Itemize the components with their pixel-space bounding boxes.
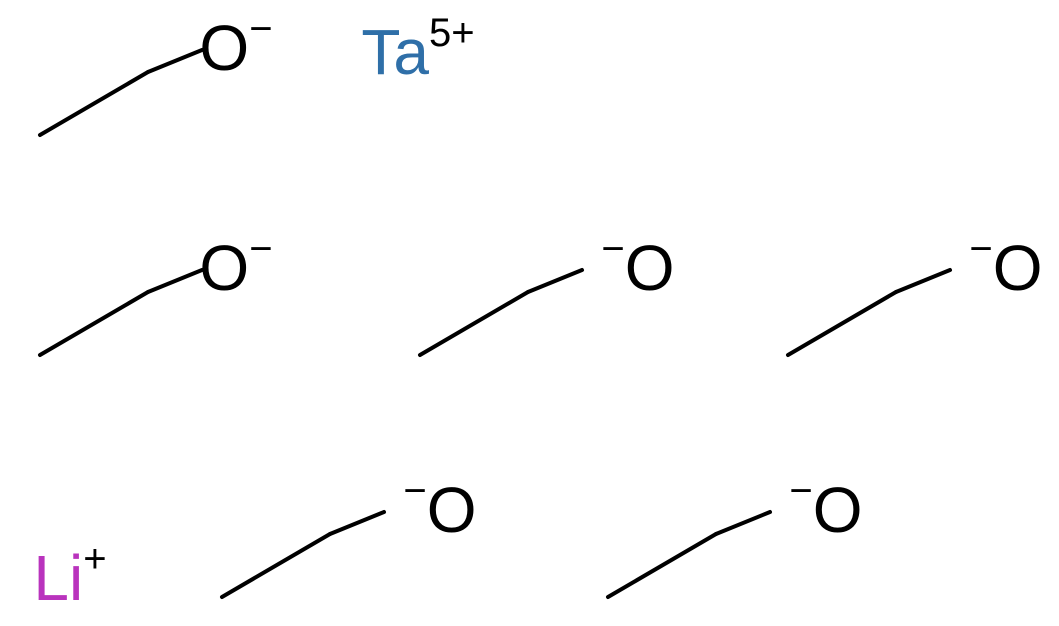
atom-O1: O− xyxy=(199,16,272,80)
atom-charge: − xyxy=(601,227,624,271)
atom-charge: − xyxy=(249,7,272,51)
atom-O4: −O xyxy=(969,236,1042,300)
bond-line xyxy=(528,270,582,292)
atom-charge: − xyxy=(789,469,812,513)
bond-line xyxy=(40,72,148,135)
bond-line xyxy=(222,534,330,597)
atom-charge: − xyxy=(969,227,992,271)
atom-Li: Li+ xyxy=(33,546,106,610)
atom-Ta: Ta5+ xyxy=(361,20,474,84)
atom-O3: −O xyxy=(601,236,674,300)
atom-symbol: O xyxy=(813,474,863,546)
atom-charge: 5+ xyxy=(429,11,475,55)
atom-symbol: Li xyxy=(33,542,83,614)
atom-symbol: Ta xyxy=(361,16,429,88)
atom-charge: + xyxy=(83,537,106,581)
atom-charge: − xyxy=(403,469,426,513)
molecule-canvas: Ta5+ Li+ O− O− −O −O −O −O xyxy=(0,0,1059,626)
bond-layer xyxy=(0,0,1059,626)
atom-symbol: O xyxy=(427,474,477,546)
atom-symbol: O xyxy=(625,232,675,304)
bond-line xyxy=(330,512,384,534)
bond-line xyxy=(40,292,148,355)
atom-symbol: O xyxy=(199,12,249,84)
bond-line xyxy=(716,512,770,534)
atom-O5: −O xyxy=(403,478,476,542)
bond-line xyxy=(788,292,896,355)
bond-line xyxy=(608,534,716,597)
bond-line xyxy=(420,292,528,355)
atom-O6: −O xyxy=(789,478,862,542)
atom-symbol: O xyxy=(993,232,1043,304)
atom-O2: O− xyxy=(199,236,272,300)
atom-charge: − xyxy=(249,227,272,271)
bond-line xyxy=(148,270,202,292)
atom-symbol: O xyxy=(199,232,249,304)
bond-line xyxy=(148,50,202,72)
bond-line xyxy=(896,270,950,292)
